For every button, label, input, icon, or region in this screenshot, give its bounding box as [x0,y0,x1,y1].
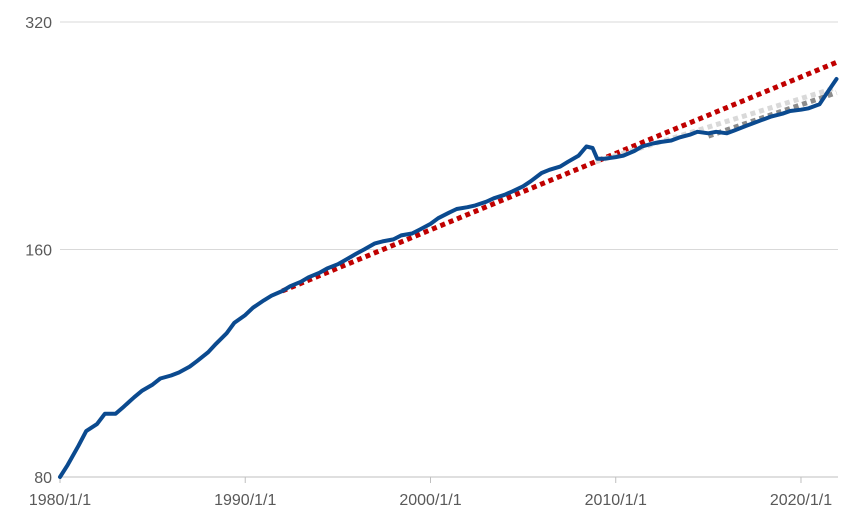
series-line-main [58,77,839,479]
y-axis-labels: 80 160 320 [25,15,52,487]
y-tick-label: 320 [25,15,52,32]
x-tick-label: 2020/1/1 [770,492,832,509]
x-tick-label: 1980/1/1 [29,492,91,509]
series-line-trend-2 [594,85,838,165]
series-line-trend-1 [281,59,838,294]
series-layer [58,59,839,479]
grid-layer [60,21,838,250]
y-tick-label: 80 [34,470,52,487]
y-tick-label: 160 [25,243,52,260]
x-axis: 1980/1/1 1990/1/1 2000/1/1 2010/1/1 2020/1/1 [29,476,838,509]
x-tick-label: 1990/1/1 [214,492,276,509]
x-tick-label: 2000/1/1 [399,492,461,509]
x-tick-label: 2010/1/1 [585,492,647,509]
